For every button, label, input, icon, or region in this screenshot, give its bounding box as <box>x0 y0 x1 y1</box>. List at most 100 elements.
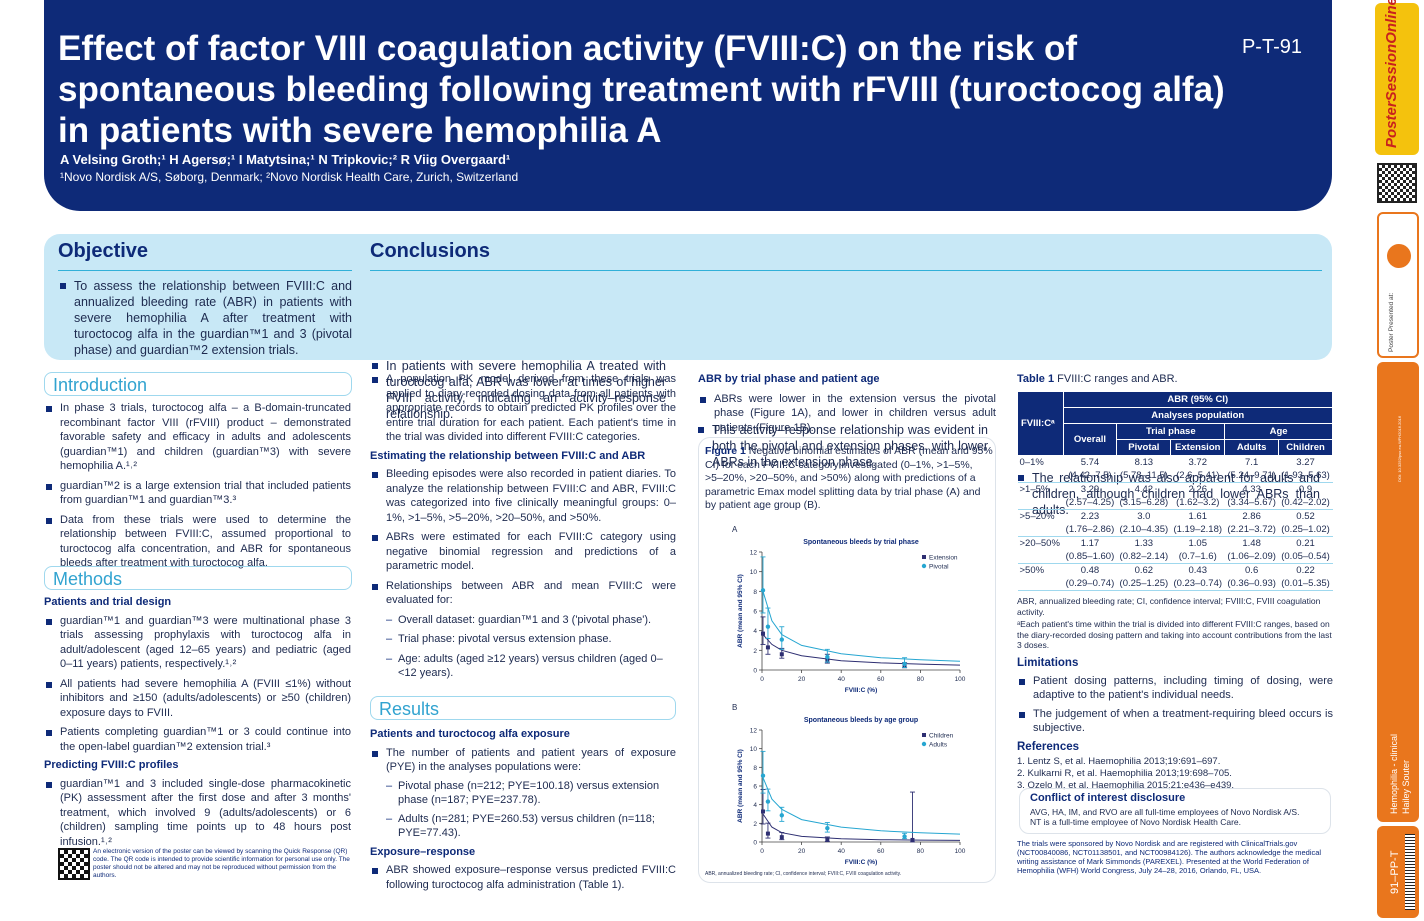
abr-value: 2.23 <box>1080 511 1100 522</box>
data-point <box>902 661 907 667</box>
legend-marker <box>922 733 926 737</box>
coi-line: AVG, HA, IM, and RVO are all full-time e… <box>1030 806 1300 817</box>
abr-ci: (1.93–5.63) <box>1281 470 1330 481</box>
data-point <box>825 654 830 660</box>
limitations-heading: Limitations <box>1017 657 1079 669</box>
x-tick-label: 80 <box>917 848 925 855</box>
abr-ci: (0.42–2.02) <box>1281 497 1330 508</box>
abr-ci: (0.23–0.74) <box>1173 578 1223 589</box>
methods-section: Patients and trial design guardian™1 and… <box>44 595 351 849</box>
abr-section: ABR by trial phase and patient age ABRs … <box>698 372 996 435</box>
table-row-ci: (0.29–0.74) (0.25–1.25) (0.23–0.74) (0.36–0… <box>1017 577 1333 591</box>
patients-trial-design-heading: Patients and trial design <box>44 596 172 608</box>
legend-label: Extension <box>929 555 958 562</box>
objective-text: To assess the relationship between FVIII… <box>58 278 352 358</box>
data-point <box>779 637 784 642</box>
th-age: Age <box>1224 423 1333 440</box>
th-overall: Overall <box>1062 423 1118 456</box>
y-tick-label: 8 <box>753 589 757 596</box>
limitation-item: The judgement of when a treatment-requir… <box>1017 707 1333 736</box>
wfh-logo <box>1387 244 1411 268</box>
estimating-heading: Estimating the relationship between FVII… <box>370 449 646 462</box>
sidebar-qr-code[interactable] <box>1377 163 1417 203</box>
table-row-ci: (2.57–4.25) (3.15–6.28) (1.62–3.2) (3.34–5.… <box>1017 496 1333 510</box>
abr-value: 8.13 <box>1134 457 1154 468</box>
exposure-response-heading: Exposure–response <box>370 845 476 858</box>
abr-ci: (0.7–1.6) <box>1178 551 1217 562</box>
figure-1-box <box>698 437 996 883</box>
data-point <box>760 631 765 636</box>
poster-id: P-T-91 <box>1241 36 1302 58</box>
row-label: >1–5% <box>1019 484 1050 495</box>
y-tick-label: 4 <box>753 628 757 635</box>
table-row-ci: (4.42–7.5) (5.78–11.5) (2.6–5.41) (5.24–9.7… <box>1017 469 1333 483</box>
category-band: DOI: 10.3252/pso.eu.WFH2016.2016 Hemophi… <box>1377 362 1419 822</box>
table-body: 0–1% 5.74 8.13 3.72 7.1 3.27 (4.42–7.5) (5.78–1… <box>1017 456 1333 591</box>
limitation-item: Patient dosing patterns, including timin… <box>1017 674 1333 703</box>
reference-item: 1. Lentz S, et al. Haemophilia 2013;19:6… <box>1017 756 1221 767</box>
abr-ci: (1.76–2.86) <box>1065 524 1115 535</box>
barcode <box>1405 834 1415 910</box>
abr-value: 4.42 <box>1134 484 1154 495</box>
abr-value: 3.29 <box>1080 484 1100 495</box>
row-label: >5–20% <box>1019 511 1055 522</box>
abr-value: 2.26 <box>1188 484 1207 495</box>
th-children: Children <box>1278 439 1333 456</box>
results-section: Patients and turoctocog alfa exposure Th… <box>370 727 676 892</box>
legend-label: Adults <box>929 742 948 749</box>
objective-rule <box>58 270 352 271</box>
data-point <box>765 831 770 836</box>
abr-ci: (2.21–3.72) <box>1227 524 1276 535</box>
data-point <box>765 645 770 650</box>
th-abr: ABR (95% CI) <box>1062 391 1334 408</box>
abr-ci: (0.36–0.93) <box>1227 578 1276 589</box>
abr-value: 1.17 <box>1080 538 1100 549</box>
abr-value: 0.62 <box>1134 565 1154 576</box>
abr-ci: (0.85–1.60) <box>1065 551 1115 562</box>
methods-heading: Methods <box>44 566 352 590</box>
legend-marker <box>921 563 927 569</box>
abr-ci: (0.29–0.74) <box>1065 578 1115 589</box>
data-point <box>765 624 771 629</box>
est-item: Bleeding episodes were also recorded in … <box>370 467 676 525</box>
x-axis-label: FVIII:C (%) <box>845 859 878 866</box>
table-footnote-abbrev: ABR, annualized bleeding rate; CI, confi… <box>1017 596 1321 617</box>
est-dash: Overall dataset: guardian™1 and 3 ('pivo… <box>370 613 676 628</box>
results-heading: Results <box>370 696 676 720</box>
chart-title: Spontaneous bleeds by trial phase <box>803 539 919 546</box>
y-tick-label: 0 <box>753 668 757 675</box>
data-point <box>765 799 771 804</box>
abr-value: 0.6 <box>1245 565 1259 576</box>
abr-value: 1.48 <box>1242 538 1261 549</box>
table-row-ci: (0.85–1.60) (0.82–2.14) (0.7–1.6) (1.06–2.0… <box>1017 550 1333 564</box>
data-point <box>760 809 765 814</box>
table-label: Table 1 <box>1017 373 1055 385</box>
methods-item: guardian™1 and 3 included single-dose ph… <box>44 777 351 850</box>
methods-item: All patients had severe hemophilia A (FV… <box>44 677 351 721</box>
row-label: >20–50% <box>1019 538 1060 549</box>
objective-conclusions-band <box>44 234 1332 360</box>
est-dash: Trial phase: pivotal versus extension ph… <box>370 632 676 647</box>
abr-value: 0.21 <box>1296 538 1315 549</box>
y-tick-label: 6 <box>753 784 757 791</box>
brand-badge[interactable]: PosterSessionOnline.com <box>1375 0 1419 155</box>
abr-value: 0.9 <box>1298 484 1313 495</box>
poster-code: 91–PP-T <box>1389 850 1401 894</box>
th-fviii: FVIII:Cᵃ <box>1017 391 1064 456</box>
qr-code[interactable] <box>58 848 90 880</box>
table-row: >1–5% 3.29 4.42 2.26 4.33 0.9 <box>1018 483 1333 497</box>
table-row: >50% 0.48 0.62 0.43 0.6 0.22 <box>1018 564 1333 578</box>
fit-line-extension <box>762 634 961 666</box>
author-label: Hailey Souter <box>1401 759 1411 814</box>
row-label: >50% <box>1019 565 1045 576</box>
fit-line-children <box>762 813 961 841</box>
intro-item: Data from these trials were used to dete… <box>44 513 351 571</box>
coi-box: Conflict of interest disclosure AVG, HA,… <box>1019 788 1331 834</box>
y-axis-label: ABR (mean and 95% CI) <box>737 574 744 648</box>
presented-at-badge: Poster Presented at: <box>1377 212 1419 358</box>
code-band: 91–PP-T <box>1377 826 1419 918</box>
data-point <box>760 588 766 593</box>
abr-value: 3.0 <box>1137 511 1151 522</box>
abr-ci: (1.62–3.2) <box>1176 497 1220 508</box>
